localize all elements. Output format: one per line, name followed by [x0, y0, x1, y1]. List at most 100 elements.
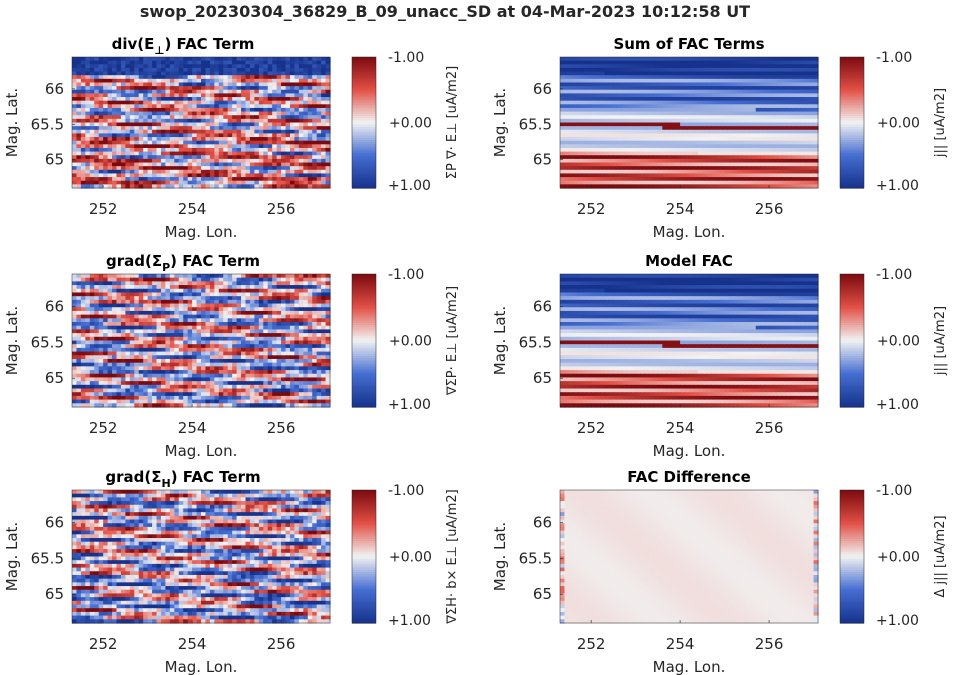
- heatmap-cell: [281, 118, 287, 124]
- heatmap-cell: [205, 111, 211, 116]
- heatmap-cell: [169, 169, 175, 175]
- heatmap-cell: [232, 166, 238, 171]
- heatmap-cell: [626, 155, 632, 160]
- heatmap-cell: [214, 169, 220, 175]
- heatmap-cell: [218, 166, 224, 171]
- heatmap-cell: [560, 166, 566, 171]
- heatmap-cell: [85, 285, 91, 290]
- heatmap-cell: [85, 292, 91, 297]
- heatmap-cell: [675, 151, 681, 156]
- heatmap-cell: [249, 86, 255, 91]
- heatmap-cell: [205, 169, 211, 175]
- heatmap-cell: [702, 75, 708, 80]
- heatmap-cell: [622, 184, 628, 189]
- heatmap-cell: [706, 97, 712, 102]
- heatmap-cell: [85, 126, 91, 131]
- heatmap-cell: [218, 180, 224, 185]
- heatmap-cell: [232, 144, 238, 149]
- heatmap-cell: [236, 173, 242, 178]
- heatmap-cell: [711, 75, 717, 80]
- heatmap-cell: [568, 173, 574, 178]
- heatmap-cell: [689, 173, 695, 178]
- heatmap-cell: [671, 107, 677, 113]
- heatmap-cell: [626, 177, 632, 182]
- heatmap-cell: [258, 126, 264, 131]
- heatmap-cell: [147, 162, 153, 167]
- heatmap-cell: [813, 140, 819, 145]
- heatmap-cell: [218, 118, 224, 124]
- heatmap-cell: [98, 147, 104, 153]
- heatmap-cell: [120, 144, 126, 149]
- heatmap-cell: [307, 57, 313, 62]
- heatmap-cell: [321, 64, 327, 69]
- heatmap-cell: [129, 64, 135, 69]
- heatmap-cell: [138, 147, 144, 153]
- heatmap-cell: [76, 129, 82, 135]
- heatmap-cell: [174, 64, 180, 69]
- heatmap-cell: [631, 71, 637, 76]
- heatmap-cell: [795, 82, 801, 87]
- heatmap-cell: [640, 133, 646, 138]
- heatmap-cell: [724, 151, 730, 156]
- heatmap-cell: [241, 97, 247, 102]
- heatmap-cell: [76, 166, 82, 171]
- heatmap-cell: [631, 104, 637, 109]
- heatmap-cell: [281, 151, 287, 156]
- heatmap-cell: [804, 122, 810, 127]
- heatmap-cell: [809, 140, 815, 145]
- heatmap-cell: [165, 288, 171, 294]
- heatmap-cell: [116, 93, 122, 98]
- heatmap-cell: [662, 129, 668, 135]
- heatmap-cell: [573, 155, 579, 160]
- heatmap-cell: [258, 162, 264, 167]
- heatmap-cell: [214, 144, 220, 149]
- heatmap-cell: [120, 296, 126, 301]
- heatmap-cell: [232, 307, 238, 312]
- heatmap-cell: [573, 60, 579, 65]
- heatmap-cell: [289, 107, 296, 113]
- heatmap-cell: [263, 137, 269, 142]
- heatmap-cell: [586, 118, 592, 124]
- heatmap-cell: [804, 93, 810, 98]
- heatmap-cell: [711, 184, 717, 189]
- heatmap-cell: [125, 140, 131, 145]
- heatmap-cell: [174, 137, 180, 142]
- heatmap-cell: [746, 166, 752, 171]
- heatmap-cell: [249, 166, 255, 171]
- heatmap-cell: [769, 97, 775, 102]
- heatmap-cell: [737, 93, 743, 98]
- heatmap-cell: [209, 184, 215, 189]
- heatmap-cell: [143, 169, 149, 175]
- heatmap-cell: [160, 104, 167, 109]
- heatmap-cell: [120, 89, 126, 94]
- heatmap-cell: [617, 60, 623, 65]
- heatmap-cell: [232, 133, 238, 138]
- heatmap-cell: [76, 184, 82, 189]
- heatmap-cell: [241, 166, 247, 171]
- heatmap-cell: [138, 303, 144, 308]
- heatmap-cell: [635, 126, 641, 131]
- heatmap-cell: [267, 173, 273, 178]
- heatmap-cell: [80, 89, 86, 94]
- colorbar-segment: [840, 120, 864, 124]
- heatmap-cell: [80, 292, 86, 297]
- heatmap-cell: [653, 137, 659, 142]
- heatmap-cell: [711, 89, 717, 94]
- heatmap-cell: [697, 180, 703, 185]
- heatmap-cell: [786, 67, 792, 73]
- heatmap-cell: [782, 126, 788, 131]
- heatmap-cell: [152, 310, 158, 316]
- colorbar-segment: [352, 83, 376, 86]
- heatmap-cell: [134, 57, 140, 62]
- heatmap-cell: [608, 129, 614, 135]
- heatmap-cell: [214, 133, 220, 138]
- heatmap-cell: [800, 111, 806, 116]
- heatmap-cell: [263, 274, 269, 279]
- heatmap-cell: [76, 314, 82, 319]
- heatmap-cell: [183, 151, 189, 156]
- heatmap-cell: [134, 100, 140, 105]
- heatmap-cell: [289, 180, 296, 185]
- heatmap-cell: [178, 292, 184, 297]
- heatmap-cell: [201, 133, 207, 138]
- heatmap-cell: [254, 310, 260, 316]
